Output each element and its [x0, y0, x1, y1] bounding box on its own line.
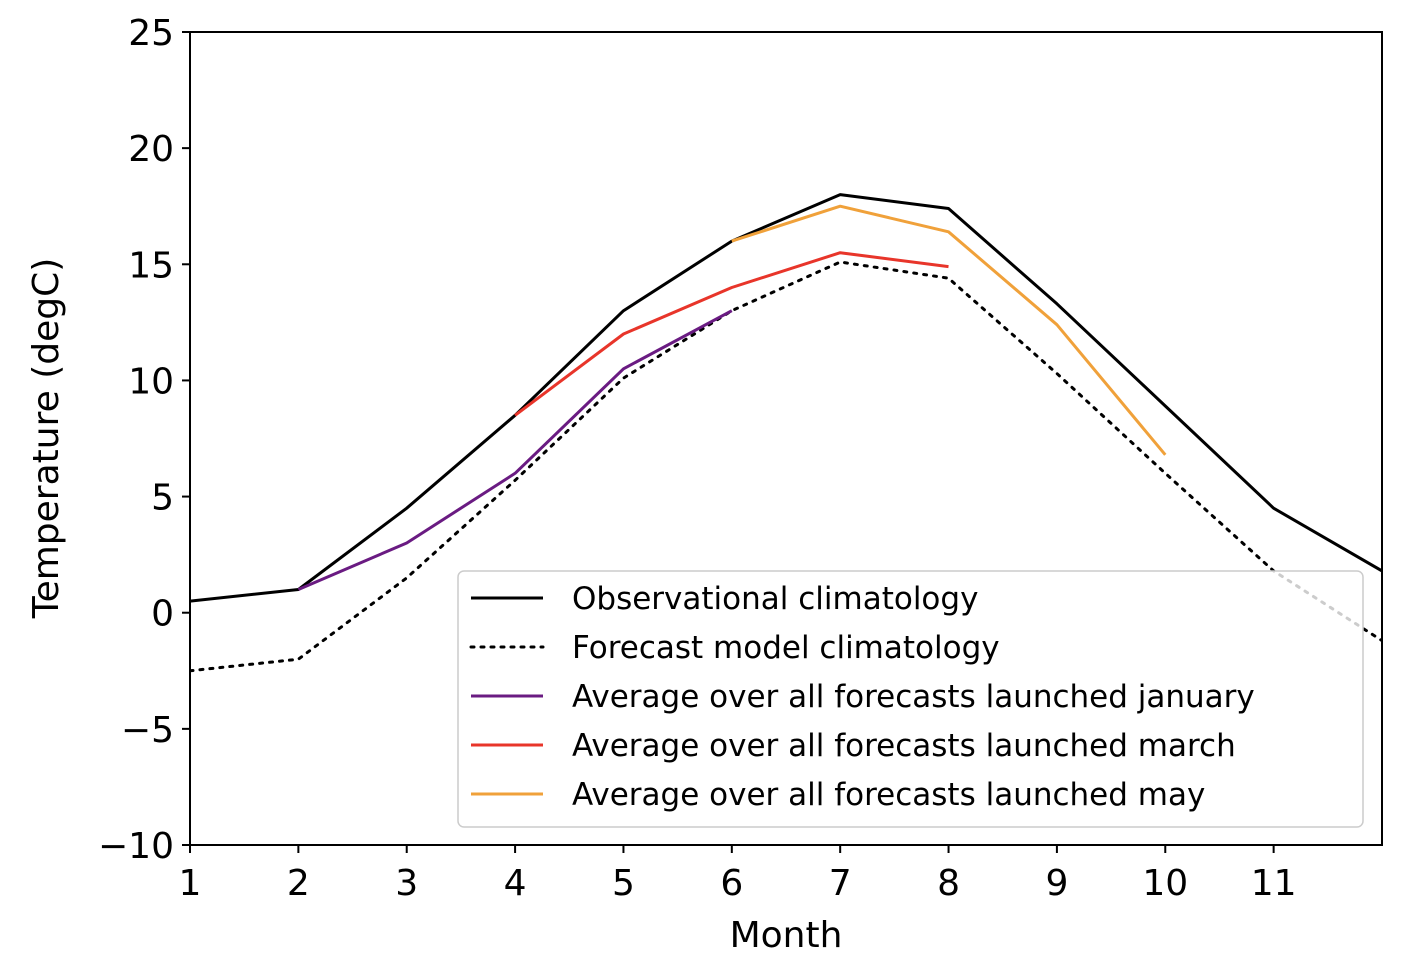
x-tick-label: 7	[829, 863, 852, 904]
legend-box	[457, 570, 1364, 828]
series-line-3	[514, 251, 949, 417]
series-layer	[190, 193, 1382, 673]
x-tick-label: 5	[612, 863, 635, 904]
x-tick-label: 2	[287, 863, 310, 904]
x-tick-label: 8	[937, 863, 960, 904]
series-line-0	[190, 193, 1382, 603]
legend-items: Observational climatology Forecast model …	[469, 581, 1255, 813]
legend-label-3: Average over all forecasts launched marc…	[572, 728, 1236, 764]
legend: Observational climatology Forecast model …	[457, 570, 1364, 828]
plot-frame	[189, 31, 1383, 846]
y-axis: −10 −5 0 5 10 15 20 25	[98, 13, 190, 867]
y-tick-label: 10	[128, 361, 174, 402]
x-tick-label: 3	[395, 863, 418, 904]
x-tick-label: 1	[179, 863, 202, 904]
x-tick-label: 10	[1142, 863, 1188, 904]
y-tick-label: 15	[128, 245, 174, 286]
y-tick-label: 5	[151, 478, 174, 519]
x-axis: 1 2 3 4 5 6 7 8 9 10 11	[179, 845, 1297, 904]
legend-label-4: Average over all forecasts launched may	[572, 777, 1205, 813]
y-tick-label: 20	[128, 129, 174, 170]
y-axis-label: Temperature (degC)	[26, 258, 67, 620]
x-axis-label: Month	[730, 915, 843, 956]
x-tick-label: 6	[720, 863, 743, 904]
x-tick-label: 4	[504, 863, 527, 904]
y-tick-label: 0	[151, 594, 174, 635]
legend-label-0: Observational climatology	[572, 581, 978, 617]
x-tick-label: 11	[1251, 863, 1297, 904]
y-tick-label: −5	[121, 710, 174, 751]
series-line-4	[731, 204, 1167, 456]
x-tick-label: 9	[1045, 863, 1068, 904]
series-line-1	[190, 260, 1382, 673]
legend-label-1: Forecast model climatology	[572, 630, 1000, 666]
y-tick-label: −10	[98, 826, 174, 867]
legend-label-2: Average over all forecasts launched janu…	[572, 679, 1255, 715]
y-tick-label: 25	[128, 13, 174, 54]
series-line-2	[297, 309, 733, 591]
